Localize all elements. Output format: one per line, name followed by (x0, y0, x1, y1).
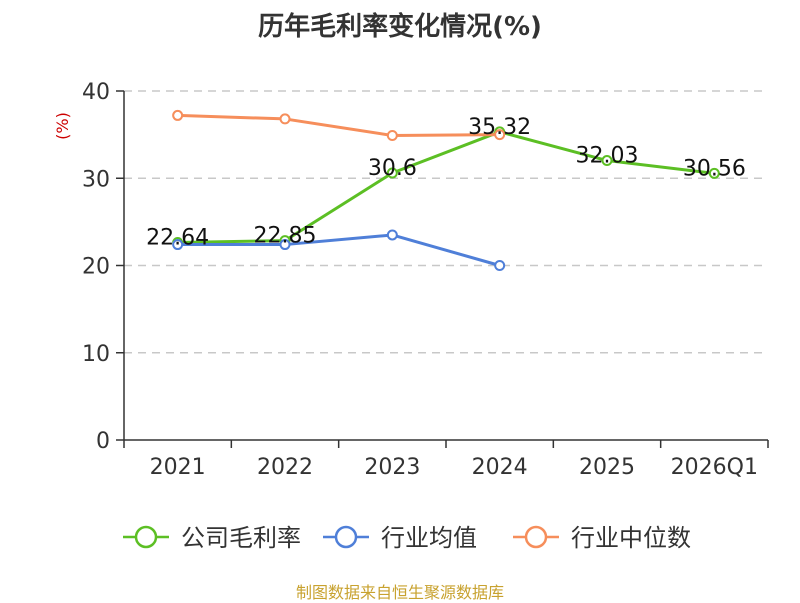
x-tick-label-2023: 2023 (364, 455, 420, 480)
point-series1-2023 (386, 229, 398, 241)
series-lines (172, 109, 720, 271)
legend-label-1: 行业均值 (381, 524, 477, 552)
legend-marker-2 (524, 525, 548, 549)
y-axis-unit-label: (%) (53, 112, 72, 140)
legend: 公司毛利率 行业均值 行业中位数 (123, 524, 691, 552)
source-note: 制图数据来自恒生聚源数据库 (295, 583, 504, 602)
y-tick-label-40: 40 (82, 80, 110, 105)
point-series2-2021 (172, 109, 184, 121)
legend-marker-1 (334, 525, 358, 549)
y-tick-label-0: 0 (96, 429, 110, 454)
series-line-0 (177, 130, 715, 244)
data-label-2023: 30.6 (368, 156, 417, 181)
data-label-2022: 22.85 (254, 224, 317, 249)
y-tick-label-30: 30 (82, 167, 110, 192)
x-tick-label-2026Q1: 2026Q1 (671, 455, 758, 480)
data-label-2024: 35.32 (468, 115, 531, 140)
y-tick-label-20: 20 (82, 255, 110, 280)
x-tick-label-2024: 2024 (472, 455, 528, 480)
series-line-2 (177, 113, 500, 137)
data-label-2021: 22.64 (146, 225, 209, 250)
axes: 0 10 20 30 40 2021 2022 2023 2024 2025 2026Q1 (82, 80, 769, 480)
point-series1-2021 (172, 239, 184, 251)
point-series0-2026Q1 (708, 167, 720, 179)
legend-marker-0 (134, 525, 158, 549)
data-labels: 22.64 22.85 30.6 35.32 32.03 30.56 (146, 115, 746, 251)
x-tick-label-2022: 2022 (257, 455, 313, 480)
x-tick-label-2021: 2021 (150, 455, 206, 480)
grid-lines (124, 90, 768, 354)
point-series0-2023 (386, 167, 398, 179)
series-line-1 (177, 233, 501, 267)
point-series2-2022 (279, 113, 291, 125)
point-series2-2023 (386, 129, 398, 141)
data-label-2025: 32.03 (576, 144, 639, 169)
y-tick-label-10: 10 (82, 342, 110, 367)
legend-label-2: 行业中位数 (571, 524, 691, 552)
data-label-2026Q1: 30.56 (683, 156, 746, 181)
legend-label-0: 公司毛利率 (181, 524, 301, 552)
point-series2-2024 (494, 129, 506, 141)
point-series1-2024 (494, 260, 506, 271)
chart-title: 历年毛利率变化情况(%) (258, 12, 542, 42)
point-series0-2025 (601, 155, 613, 167)
point-series1-2022 (279, 239, 291, 251)
x-tick-label-2025: 2025 (579, 455, 635, 480)
